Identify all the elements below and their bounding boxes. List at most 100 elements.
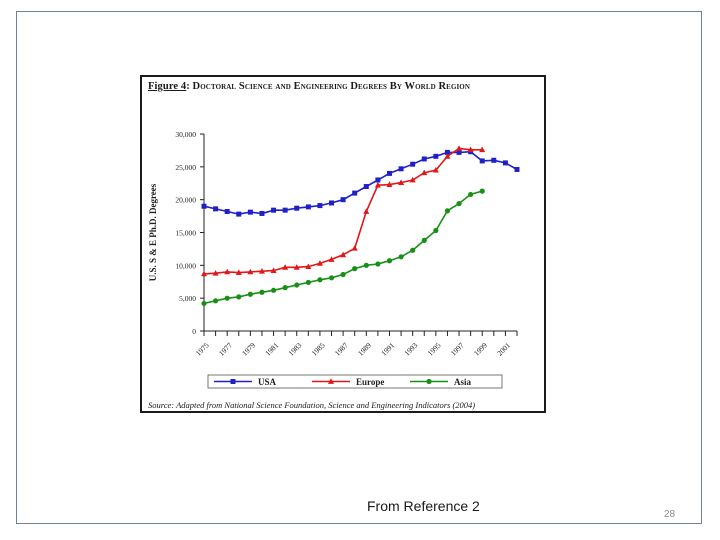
asia-point [340,271,346,278]
figure-source: Source: Adapted from National Science Fo… [148,400,476,410]
asia-point [317,277,323,283]
usa-point [329,200,335,206]
europe-point [247,268,254,275]
usa-point [363,184,369,190]
asia-point [421,237,427,243]
y-axis-label: U.S. S & E Ph.D. Degrees [148,183,158,281]
figure-image: Figure 4: Doctoral Science and Engineeri… [140,75,546,413]
asia-legend-marker [426,378,432,385]
asia-point [375,261,381,267]
usa-point [479,158,485,164]
usa-point [421,156,427,162]
usa-point [444,149,450,155]
x-tick-label: 1989 [356,341,373,358]
y-tick-label: 5,000 [179,294,196,303]
asia-point [363,262,369,268]
usa-point [236,211,242,217]
x-tick-label: 1979 [240,341,257,358]
usa-point [375,177,381,183]
x-tick-label: 1975 [194,341,211,358]
usa-legend-label: USA [258,377,277,387]
asia-point [270,287,277,293]
usa-point [386,170,392,176]
europe-point [386,181,393,187]
europe-point [235,269,242,275]
asia-point [456,201,462,207]
slide-frame [16,11,702,524]
usa-point [352,190,358,196]
plot-area: 0 5,000 10,000 15,000 20,000 25,000 30,000 U.S.… [148,130,520,389]
usa-point [294,205,300,211]
asia-point [479,188,485,194]
usa-point [213,206,219,212]
europe-point [363,208,370,214]
asia-point [352,266,358,272]
usa-series-line [203,150,518,215]
europe-point [398,179,405,185]
usa-point [433,153,439,159]
asia-point [259,289,265,295]
asia-point [294,282,300,288]
slide-caption: From Reference 2 [367,498,480,514]
europe-point [409,176,416,183]
usa-point [282,207,288,213]
usa-point [491,157,497,163]
europe-point [258,268,265,274]
europe-point [432,166,439,173]
x-tick-label: 1993 [402,341,419,358]
x-tick-label: 1997 [449,341,466,358]
usa-point [502,160,508,166]
asia-point [468,191,474,198]
usa-point [514,166,520,172]
usa-legend-marker [230,379,236,384]
asia-point [212,298,219,304]
asia-point [305,279,311,286]
x-tick-label: 2001 [495,341,512,358]
europe-point [293,264,300,270]
legend-box [207,374,503,389]
asia-series-line [203,190,483,305]
y-tick-label: 0 [192,327,196,336]
asia-point [224,295,230,301]
usa-point [305,204,311,210]
asia-point [282,285,288,291]
europe-point [212,270,219,276]
y-tick-label: 15,000 [175,229,196,238]
usa-point [201,203,207,209]
europe-point [305,263,312,270]
usa-point [247,209,253,215]
x-tick-label: 1981 [263,341,280,358]
europe-point [282,264,289,270]
usa-point [317,203,323,209]
europe-point [479,146,486,153]
europe-point [328,256,335,262]
usa-point [398,166,404,172]
europe-point [201,270,207,277]
europe-point [270,267,277,273]
y-tick-label: 10,000 [175,261,196,270]
figure-title: Figure 4: Doctoral Science and Engineeri… [148,81,470,92]
europe-legend-marker [328,378,334,384]
europe-point [316,260,323,266]
asia-legend-label: Asia [454,377,472,387]
europe-point [374,182,381,188]
x-tick-label: 1999 [472,341,489,358]
europe-point [456,145,463,151]
asia-point [433,227,439,234]
asia-point [328,275,335,281]
asia-point [410,247,416,253]
asia-point [201,300,207,307]
x-tick-label: 1991 [379,341,396,358]
asia-point [386,258,393,264]
usa-point [259,210,265,216]
x-tick-label: 1983 [286,341,303,358]
asia-point [398,254,404,260]
europe-point [224,268,231,275]
y-tick-label: 20,000 [175,196,196,205]
y-tick-label: 30,000 [175,130,196,139]
usa-point [224,208,230,214]
x-tick-label: 1987 [333,341,350,358]
usa-point [340,197,346,203]
usa-point [410,161,416,167]
page-number: 28 [664,509,676,520]
